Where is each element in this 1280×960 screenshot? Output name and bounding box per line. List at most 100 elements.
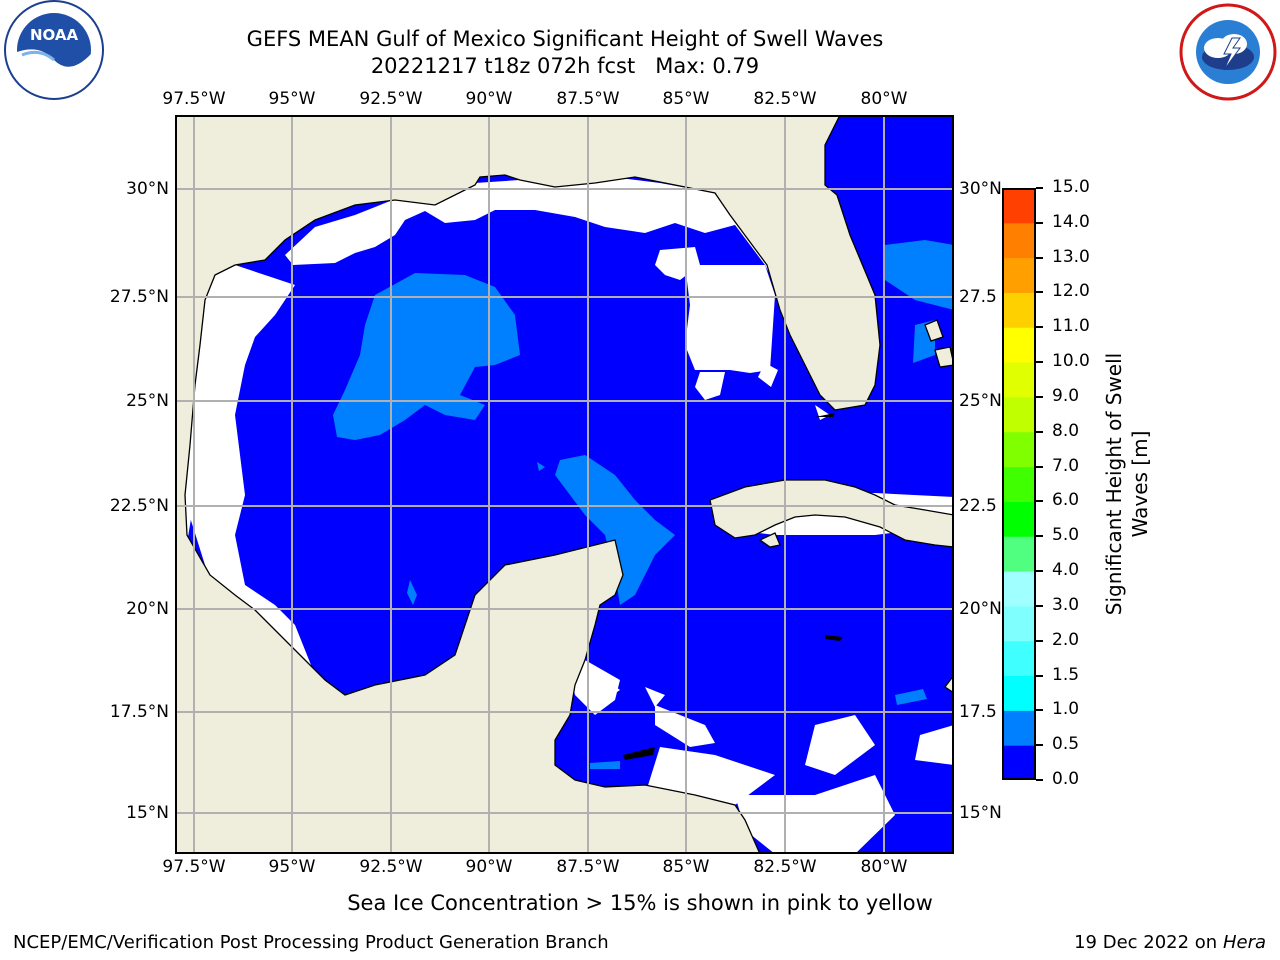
longitude-label-bottom: 82.5°W bbox=[753, 857, 817, 877]
colorbar-tick-mark bbox=[1036, 570, 1043, 573]
date-line: 19 Dec 2022 on Hera bbox=[1074, 932, 1266, 953]
longitude-label-top: 95°W bbox=[268, 89, 316, 109]
longitude-label-top: 82.5°W bbox=[753, 89, 817, 109]
colorbar-segment bbox=[1002, 362, 1036, 398]
longitude-label-bottom: 90°W bbox=[465, 857, 513, 877]
colorbar-segment bbox=[1002, 431, 1036, 468]
map-panel bbox=[175, 115, 954, 854]
colorbar-segment bbox=[1002, 327, 1036, 363]
colorbar-tick-label: 14.0 bbox=[1052, 211, 1090, 232]
host-text: Hera bbox=[1222, 932, 1266, 953]
latitude-label-left: 17.5°N bbox=[109, 702, 169, 722]
nws-logo bbox=[1178, 2, 1278, 102]
colorbar-tick-label: 9.0 bbox=[1052, 385, 1080, 406]
colorbar-segment bbox=[1002, 745, 1036, 781]
colorbar-scale bbox=[1002, 188, 1036, 781]
latitude-label-right: 25°N bbox=[959, 391, 1002, 411]
credit-line: NCEP/EMC/Verification Post Processing Pr… bbox=[13, 932, 609, 953]
sea-ice-note-text: Sea Ice Concentration > 15% is shown in … bbox=[347, 891, 933, 915]
longitude-label-top: 85°W bbox=[662, 89, 710, 109]
colorbar-tick-mark bbox=[1036, 779, 1043, 781]
latitude-label-left: 25°N bbox=[126, 391, 169, 411]
longitude-label-bottom: 87.5°W bbox=[556, 857, 620, 877]
colorbar-tick-mark bbox=[1036, 500, 1043, 503]
latitude-label-right: 30°N bbox=[959, 179, 1002, 199]
colorbar-tick-mark bbox=[1036, 291, 1043, 294]
noaa-logo: NOAA bbox=[0, 0, 108, 108]
colorbar-segment bbox=[1002, 466, 1036, 502]
longitude-label-top: 97.5°W bbox=[162, 89, 226, 109]
longitude-label-bottom: 95°W bbox=[268, 857, 316, 877]
colorbar-tick-mark bbox=[1036, 639, 1043, 642]
longitude-label-top: 92.5°W bbox=[359, 89, 423, 109]
colorbar-tick-mark bbox=[1036, 674, 1043, 677]
longitude-label-bottom: 92.5°W bbox=[359, 857, 423, 877]
colorbar-tick-mark bbox=[1036, 709, 1043, 712]
colorbar-segment bbox=[1002, 292, 1036, 328]
colorbar-tick-mark bbox=[1036, 744, 1043, 747]
colorbar-tick-label: 1.5 bbox=[1052, 664, 1080, 685]
colorbar-tick-mark bbox=[1036, 535, 1043, 538]
colorbar-tick-mark bbox=[1036, 395, 1043, 398]
colorbar-segment bbox=[1002, 396, 1036, 433]
small-islands bbox=[623, 413, 843, 760]
colorbar-segment bbox=[1002, 675, 1036, 711]
colorbar-tick-label: 7.0 bbox=[1052, 455, 1080, 476]
swell-height-map bbox=[175, 115, 954, 854]
longitude-label-top: 80°W bbox=[860, 89, 908, 109]
colorbar-tick-label: 13.0 bbox=[1052, 246, 1090, 267]
colorbar-tick-label: 15.0 bbox=[1052, 177, 1090, 197]
colorbar-tick-mark bbox=[1036, 604, 1043, 607]
colorbar-tick-label: 2.0 bbox=[1052, 629, 1080, 650]
colorbar-tick-mark bbox=[1036, 465, 1043, 468]
colorbar-tick-label: 5.0 bbox=[1052, 525, 1080, 546]
noaa-logo-text: NOAA bbox=[30, 26, 79, 44]
latitude-label-right: 17.5 bbox=[959, 702, 997, 722]
colorbar-tick-label: 12.0 bbox=[1052, 281, 1090, 302]
latitude-label-left: 15°N bbox=[126, 803, 169, 823]
colorbar-segment bbox=[1002, 222, 1036, 259]
longitude-label-bottom: 97.5°W bbox=[162, 857, 226, 877]
colorbar-tick-label: 8.0 bbox=[1052, 420, 1080, 441]
colorbar-tick-mark bbox=[1036, 187, 1043, 189]
colorbar-segment bbox=[1002, 605, 1036, 642]
latitude-label-right: 15°N bbox=[959, 803, 1002, 823]
colorbar-tick-label: 0.5 bbox=[1052, 734, 1080, 755]
colorbar-tick-mark bbox=[1036, 361, 1043, 364]
colorbar-segment bbox=[1002, 571, 1036, 607]
date-text: 19 Dec 2022 on bbox=[1074, 932, 1218, 953]
latitude-label-left: 22.5°N bbox=[109, 496, 169, 516]
colorbar-tick-label: 0.0 bbox=[1052, 769, 1080, 789]
colorbar-tick-label: 1.0 bbox=[1052, 699, 1080, 720]
colorbar-segment bbox=[1002, 257, 1036, 293]
colorbar-tick-label: 4.0 bbox=[1052, 560, 1080, 581]
colorbar-segment bbox=[1002, 501, 1036, 537]
map-frame bbox=[175, 115, 954, 854]
colorbar-segment bbox=[1002, 536, 1036, 572]
colorbar-segment bbox=[1002, 640, 1036, 677]
longitude-label-bottom: 80°W bbox=[860, 857, 908, 877]
colorbar-segment bbox=[1002, 188, 1036, 224]
colorbar-label: Significant Height of Swell Waves [m] bbox=[1102, 352, 1152, 616]
latitude-label-left: 20°N bbox=[126, 599, 169, 619]
colorbar-tick-label: 6.0 bbox=[1052, 490, 1080, 511]
colorbar-frame bbox=[1002, 188, 1036, 780]
colorbar bbox=[1002, 188, 1036, 781]
latitude-label-left: 27.5°N bbox=[109, 287, 169, 307]
map-subtitle: 20221217 t18z 072h fcst Max: 0.79 bbox=[370, 54, 760, 78]
latitude-label-left: 30°N bbox=[126, 179, 169, 199]
colorbar-tick-mark bbox=[1036, 430, 1043, 433]
colorbar-tick-label: 10.0 bbox=[1052, 351, 1090, 372]
colorbar-segment bbox=[1002, 710, 1036, 746]
colorbar-tick-mark bbox=[1036, 256, 1043, 259]
longitude-label-top: 90°W bbox=[465, 89, 513, 109]
colorbar-tick-label: 3.0 bbox=[1052, 594, 1080, 615]
colorbar-tick-mark bbox=[1036, 221, 1043, 224]
gridlines bbox=[175, 115, 954, 854]
colorbar-tick-label: 11.0 bbox=[1052, 316, 1090, 337]
latitude-label-right: 20°N bbox=[959, 599, 1002, 619]
map-title: GEFS MEAN Gulf of Mexico Significant Hei… bbox=[246, 27, 884, 51]
sea-ice-note: Sea Ice Concentration > 15% is shown in … bbox=[0, 891, 1280, 915]
latitude-label-right: 27.5 bbox=[959, 287, 997, 307]
latitude-label-right: 22.5 bbox=[959, 496, 997, 516]
